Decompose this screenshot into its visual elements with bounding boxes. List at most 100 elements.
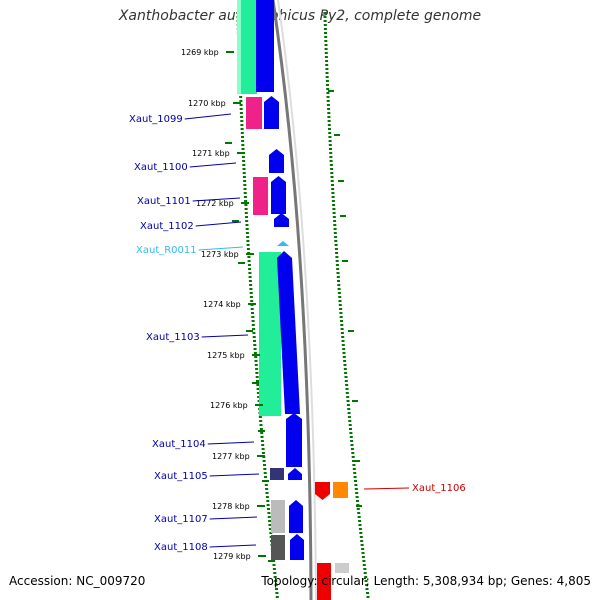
gc-dot-inner: [261, 448, 265, 450]
gc-dot-inner: [262, 460, 266, 462]
gc-dot-inner: [242, 172, 246, 174]
gc-dot-outer: [347, 408, 351, 410]
gc-dot-inner: [242, 176, 246, 178]
leader-line: [195, 221, 242, 227]
gc-dot-inner: [268, 528, 272, 530]
gc-dot-outer: [326, 104, 330, 106]
gc-dot-outer: [324, 52, 328, 54]
gc-dot-outer: [341, 344, 345, 346]
leader-line: [189, 162, 237, 168]
gc-dot-outer: [328, 128, 331, 130]
gc-skew-dash: [232, 220, 239, 222]
gc-dot-outer: [361, 556, 365, 558]
gc-dot-outer: [346, 404, 350, 406]
gc-skew-dash: [334, 134, 340, 136]
gc-dot-outer: [357, 516, 361, 518]
gc-dot-inner: [253, 340, 256, 342]
gc-dot-outer: [338, 296, 342, 298]
gc-dot-inner: [248, 268, 252, 270]
gc-skew-dash: [252, 382, 259, 384]
gc-dot-outer: [326, 96, 330, 98]
orf-1105: [270, 468, 284, 480]
gc-dot-outer: [343, 360, 347, 362]
gc-dot-outer: [363, 568, 367, 570]
gc-dot-inner: [245, 224, 249, 226]
gc-dot-inner: [257, 396, 261, 398]
gc-dot-inner: [254, 356, 258, 358]
gc-dot-outer: [352, 464, 356, 466]
leader-line: [192, 197, 241, 202]
gc-dot-inner: [248, 272, 252, 274]
gc-dot-outer: [325, 72, 329, 74]
gc-dot-outer: [339, 308, 343, 310]
gene-label-xaut_1108: Xaut_1108: [154, 542, 208, 553]
gc-dot-inner: [275, 588, 278, 590]
leader-line: [209, 544, 257, 548]
gc-dot-outer: [347, 416, 351, 418]
gc-dot-outer: [350, 444, 354, 446]
gc-dot-outer: [336, 276, 340, 278]
gc-dot-outer: [325, 76, 329, 78]
gc-dot-outer: [364, 580, 368, 582]
leader-line: [209, 473, 260, 477]
tick-label: 1278 kbp: [212, 502, 250, 511]
gene-label-xaut_1106: Xaut_1106: [412, 483, 466, 494]
gc-dot-outer: [330, 176, 334, 178]
gc-dot-outer: [324, 48, 328, 50]
gc-dot-outer: [357, 512, 361, 514]
gc-dot-inner: [239, 112, 243, 114]
tick-label: 1274 kbp: [203, 300, 241, 309]
gc-dot-outer: [340, 320, 343, 322]
gc-dot-outer: [354, 480, 357, 482]
gc-dot-outer: [349, 436, 353, 438]
gc-dot-outer: [362, 560, 366, 562]
gc-dot-outer: [328, 136, 332, 138]
gc-dot-outer: [355, 496, 359, 498]
gc-skew-dash: [352, 400, 358, 402]
gc-dot-outer: [333, 228, 337, 230]
tick-label: 1271 kbp: [192, 149, 230, 158]
gc-dot-inner: [245, 228, 249, 230]
leader-line: [201, 334, 249, 338]
gc-dot-inner: [255, 372, 259, 374]
gc-dot-outer: [332, 204, 336, 206]
orf-1106: [333, 482, 348, 498]
tick-label: 1275 kbp: [207, 351, 245, 360]
gc-dot-inner: [240, 124, 244, 126]
gc-dot-outer: [356, 508, 360, 510]
tick-mark: [226, 51, 234, 53]
gc-dot-inner: [266, 504, 270, 506]
gc-dot-outer: [366, 592, 369, 594]
gc-dot-outer: [338, 304, 342, 306]
gc-dot-outer: [330, 172, 334, 174]
gc-dot-outer: [363, 572, 367, 574]
gc-dot-inner: [247, 264, 251, 266]
gc-dot-inner: [265, 496, 269, 498]
gc-dot-outer: [333, 220, 337, 222]
gc-dot-inner: [268, 520, 272, 522]
gc-skew-dash: [354, 460, 360, 462]
tick-mark: [257, 455, 265, 457]
gc-dot-inner: [241, 140, 245, 142]
gc-dot-outer: [353, 472, 357, 474]
gc-dot-inner: [240, 132, 244, 134]
gc-dot-inner: [246, 248, 250, 250]
gc-dot-inner: [242, 168, 246, 170]
gc-dot-outer: [334, 240, 338, 242]
cds-1099: [264, 96, 279, 129]
gc-dot-outer: [342, 352, 346, 354]
tick-mark: [241, 202, 249, 204]
tick-mark: [248, 303, 256, 305]
gene-label-xaut_1100: Xaut_1100: [134, 162, 188, 173]
tick-label: 1272 kbp: [196, 199, 234, 208]
gc-dot-inner: [248, 280, 252, 282]
gc-dot-inner: [263, 468, 267, 470]
gc-dot-outer: [365, 588, 369, 590]
gc-dot-inner: [258, 416, 262, 418]
gc-dot-outer: [326, 92, 330, 94]
tick-mark: [257, 505, 265, 507]
gc-dot-outer: [335, 264, 339, 266]
leader-line: [209, 516, 258, 520]
gc-dot-inner: [268, 524, 272, 526]
gc-dot-inner: [263, 472, 267, 474]
